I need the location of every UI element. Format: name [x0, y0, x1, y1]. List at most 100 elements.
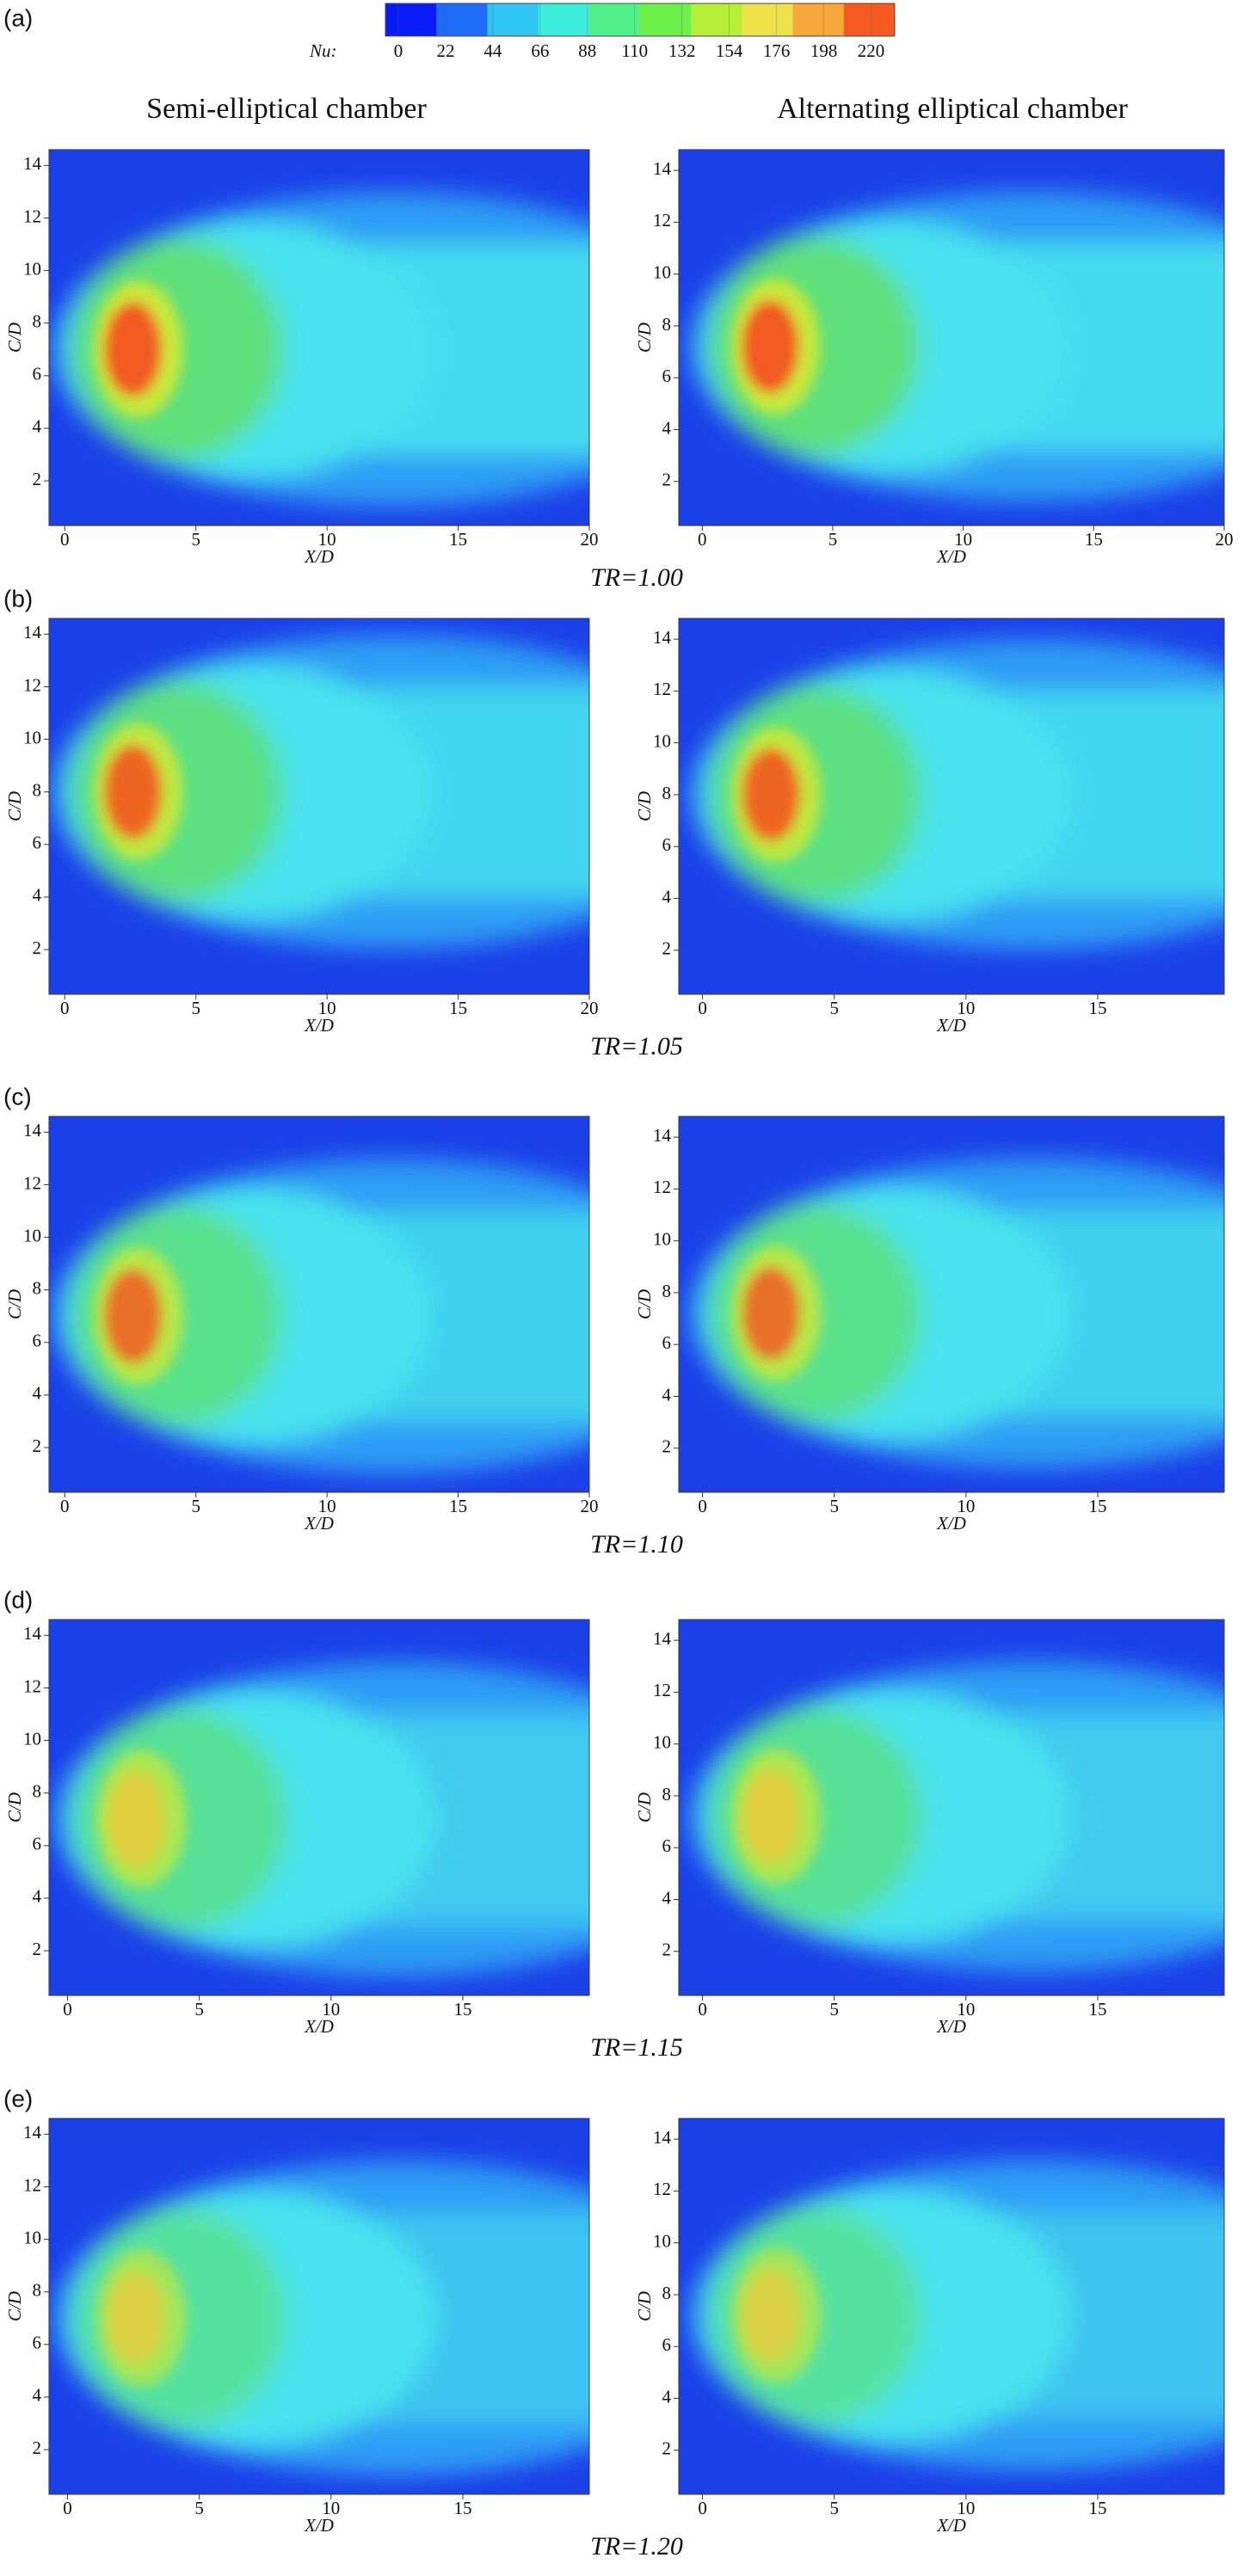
- y-tick-label: 2: [33, 1436, 42, 1456]
- y-axis-label: C/D: [4, 791, 25, 821]
- y-axis-label: C/D: [634, 2291, 655, 2321]
- y-tick-label: 12: [653, 1680, 671, 1700]
- field-core: [96, 1750, 187, 1888]
- colorbar-tick-label: 22: [436, 40, 454, 61]
- y-axis-label: C/D: [634, 1289, 655, 1319]
- panel-caption: TR=1.05: [590, 1032, 683, 1061]
- plot-frame: [48, 2118, 590, 2495]
- x-tick-label: 0: [698, 1496, 707, 1516]
- x-tick-label: 10: [322, 1999, 340, 2020]
- y-tick-label: 10: [653, 1731, 671, 1752]
- panel-label: (e): [3, 2085, 33, 2112]
- y-tick-label: 2: [33, 2438, 42, 2458]
- x-axis-label: X/D: [304, 1513, 334, 1534]
- y-tick-label: 8: [33, 2280, 42, 2301]
- x-tick-label: 20: [1216, 529, 1234, 550]
- x-tick-label: 0: [60, 998, 70, 1018]
- y-tick-label: 12: [23, 2174, 41, 2195]
- y-tick-label: 6: [662, 1835, 672, 1856]
- field-layer: [742, 1769, 800, 1864]
- x-tick-label: 10: [318, 1496, 336, 1516]
- panel-label: (b): [3, 585, 33, 612]
- x-tick-label: 15: [1088, 998, 1106, 1018]
- y-tick-label: 8: [33, 780, 42, 801]
- x-tick-label: 15: [449, 998, 467, 1018]
- y-tick-label: 4: [33, 885, 42, 906]
- x-tick-label: 5: [191, 1496, 200, 1516]
- column-title: Semi-elliptical chamber: [146, 93, 427, 125]
- x-tick-label: 10: [957, 1999, 975, 2020]
- x-tick-label: 15: [1088, 2498, 1106, 2518]
- plot-frame: [48, 1116, 590, 1493]
- x-axis-label: X/D: [936, 1015, 966, 1036]
- colorbar-swatch: [792, 3, 845, 36]
- y-tick-label: 12: [23, 1675, 41, 1696]
- y-tick-label: 10: [23, 1225, 41, 1245]
- colorbar-tick-label: 198: [810, 40, 838, 61]
- colorbar-swatch: [538, 3, 590, 36]
- x-tick-label: 5: [191, 529, 200, 550]
- y-tick-label: 4: [33, 416, 42, 437]
- y-tick-label: 2: [662, 938, 672, 959]
- contour-field: [679, 618, 1224, 994]
- field-core: [93, 723, 183, 861]
- x-tick-label: 10: [957, 1496, 975, 1516]
- x-tick-label: 10: [957, 2498, 975, 2518]
- y-tick-label: 6: [33, 1331, 42, 1351]
- colorbar-tick-label: 220: [858, 40, 885, 61]
- colorbar-tick-label: 0: [394, 40, 403, 61]
- y-tick-label: 14: [23, 2122, 42, 2143]
- contour-field: [49, 1116, 589, 1492]
- colorbar-swatch: [588, 3, 641, 36]
- field-layer: [742, 2268, 800, 2363]
- field-core: [731, 1245, 822, 1381]
- colorbar-swatch: [487, 3, 539, 36]
- y-axis-label: C/D: [634, 1792, 655, 1823]
- y-tick-label: 8: [662, 783, 672, 803]
- x-tick-label: 5: [828, 529, 838, 550]
- y-tick-label: 4: [33, 1383, 42, 1404]
- y-tick-label: 6: [33, 1834, 42, 1854]
- panel-caption: TR=1.15: [590, 2033, 683, 2062]
- plot-frame: [48, 618, 590, 995]
- y-tick-label: 2: [33, 1939, 42, 1959]
- panel-label: (a): [3, 4, 33, 31]
- y-tick-label: 8: [33, 1278, 42, 1299]
- field-core: [93, 1247, 183, 1385]
- contour-field: [49, 150, 589, 526]
- plot-frame: [678, 149, 1225, 526]
- contour-field: [679, 1620, 1224, 1995]
- y-axis-label: C/D: [4, 323, 25, 353]
- x-axis-label: X/D: [936, 546, 966, 567]
- y-tick-label: 12: [653, 210, 671, 231]
- field-layer: [742, 1266, 800, 1361]
- contour-field: [679, 2118, 1224, 2494]
- x-tick-label: 15: [453, 2498, 471, 2518]
- x-tick-label: 0: [63, 1999, 72, 2020]
- plot-frame: [678, 1116, 1225, 1493]
- x-axis-label: X/D: [304, 2016, 334, 2037]
- y-tick-label: 12: [653, 2179, 671, 2199]
- y-axis-label: C/D: [634, 791, 655, 821]
- x-axis-label: X/D: [304, 1015, 334, 1036]
- plot-frame: [678, 2118, 1225, 2495]
- y-tick-label: 14: [23, 622, 42, 642]
- y-tick-label: 10: [23, 727, 41, 747]
- colorbar-tick-label: 110: [621, 40, 648, 61]
- y-axis-label: C/D: [4, 1289, 25, 1319]
- field-core: [730, 279, 820, 415]
- y-tick-label: 4: [662, 1887, 672, 1908]
- field-layer: [741, 299, 799, 394]
- x-tick-label: 5: [829, 2498, 839, 2518]
- field-layer: [104, 302, 163, 397]
- field-layer: [107, 2271, 165, 2366]
- y-tick-label: 14: [23, 153, 42, 174]
- y-tick-label: 2: [33, 469, 42, 489]
- y-tick-label: 4: [662, 2386, 672, 2407]
- y-tick-label: 12: [23, 1172, 41, 1193]
- y-tick-label: 6: [662, 2334, 672, 2355]
- x-tick-label: 15: [453, 1999, 471, 2020]
- colorbar-tick-label: 132: [668, 40, 696, 61]
- y-tick-label: 6: [33, 2333, 42, 2353]
